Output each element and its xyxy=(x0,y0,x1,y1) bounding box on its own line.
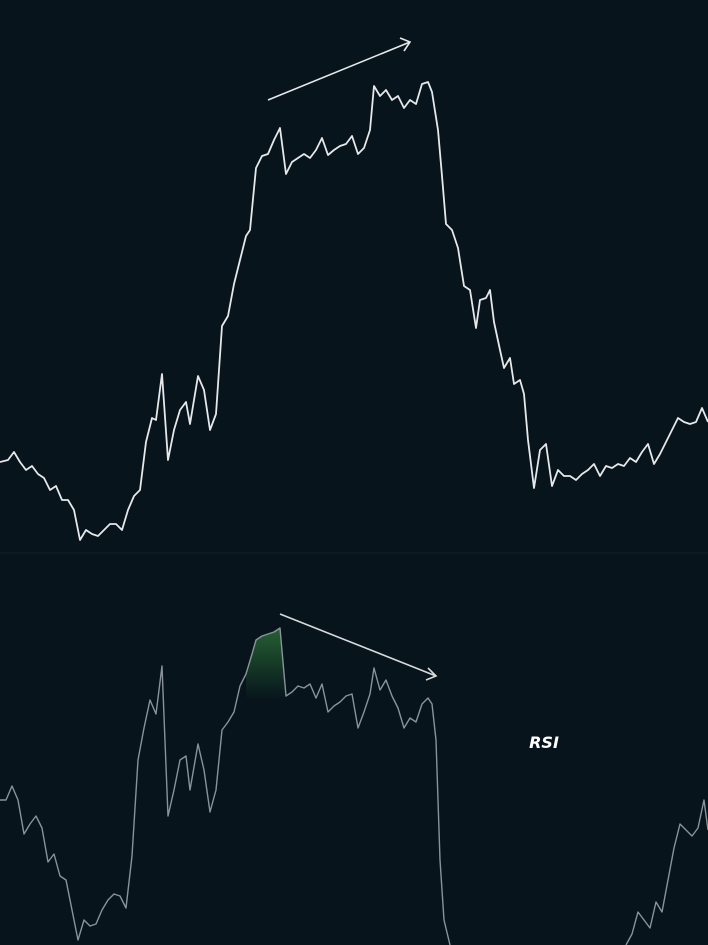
price-line xyxy=(0,81,708,541)
indicator-label: RSI xyxy=(529,733,559,752)
rsi-highlight xyxy=(246,628,286,700)
rsi-divergence-arrow xyxy=(279,613,438,681)
price-divergence-arrow xyxy=(267,37,412,101)
rsi-line xyxy=(0,627,708,945)
